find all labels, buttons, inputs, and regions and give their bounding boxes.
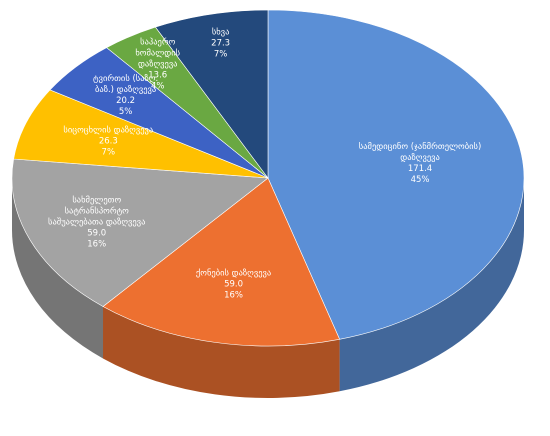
slice-label: ქონების დაზღვევა 59.0 16% — [184, 268, 284, 301]
slice-percent: 7% — [101, 147, 116, 158]
slice-value: 171.4 — [407, 163, 433, 174]
slice-label: საჰაერო ხომალდის დაზღვევა 13.6 4% — [128, 37, 188, 92]
slice-percent: 16% — [87, 239, 107, 250]
slice — [102, 177, 341, 347]
slice-name: სამედიცინო (ჯანმრთელობის) დაზღვევა — [358, 141, 482, 163]
slice-side — [12, 178, 104, 359]
slice — [154, 9, 269, 179]
slice-label: სამედიცინო (ჯანმრთელობის) დაზღვევა 171.4 4… — [340, 142, 500, 186]
slice-value: 13.6 — [148, 70, 168, 81]
slice-name: საჰაერო ხომალდის დაზღვევა — [135, 37, 181, 70]
slice-label: სიცოცხლის დაზღვევა 26.3 7% — [63, 125, 153, 158]
slice — [13, 89, 269, 179]
slice-name: სიცოცხლის დაზღვევა — [63, 125, 154, 136]
slice-label: ტვირთის (საზღ. ბაზ.) დაზღვევა 20.2 5% — [86, 74, 166, 118]
slice-name: სახმელეთო სატრანსპორტო საშუალებათა დაზღვ… — [48, 195, 146, 228]
slice-percent: 16% — [224, 290, 244, 301]
slice — [267, 9, 525, 340]
slice-percent: 45% — [410, 174, 430, 185]
slice-side — [339, 178, 524, 392]
slice — [11, 158, 269, 307]
slice-name: სხვა — [211, 27, 230, 38]
slice-label: სხვა 27.3 7% — [191, 27, 251, 60]
slice-label: სახმელეთო სატრანსპორტო საშუალებათა დაზღვ… — [39, 195, 154, 250]
slice-percent: 5% — [118, 106, 133, 117]
slice-name: ქონების დაზღვევა — [195, 268, 272, 279]
slice-value: 59.0 — [87, 228, 107, 239]
slice-name: ტვირთის (საზღ. ბაზ.) დაზღვევა — [93, 73, 159, 95]
slice-side — [103, 306, 340, 399]
slice-value: 26.3 — [98, 136, 118, 147]
slice-percent: 7% — [213, 49, 228, 60]
slice-value: 20.2 — [116, 95, 136, 106]
slice-value: 27.3 — [211, 38, 231, 49]
slice-percent: 4% — [150, 81, 165, 92]
slice-value: 59.0 — [224, 279, 244, 290]
